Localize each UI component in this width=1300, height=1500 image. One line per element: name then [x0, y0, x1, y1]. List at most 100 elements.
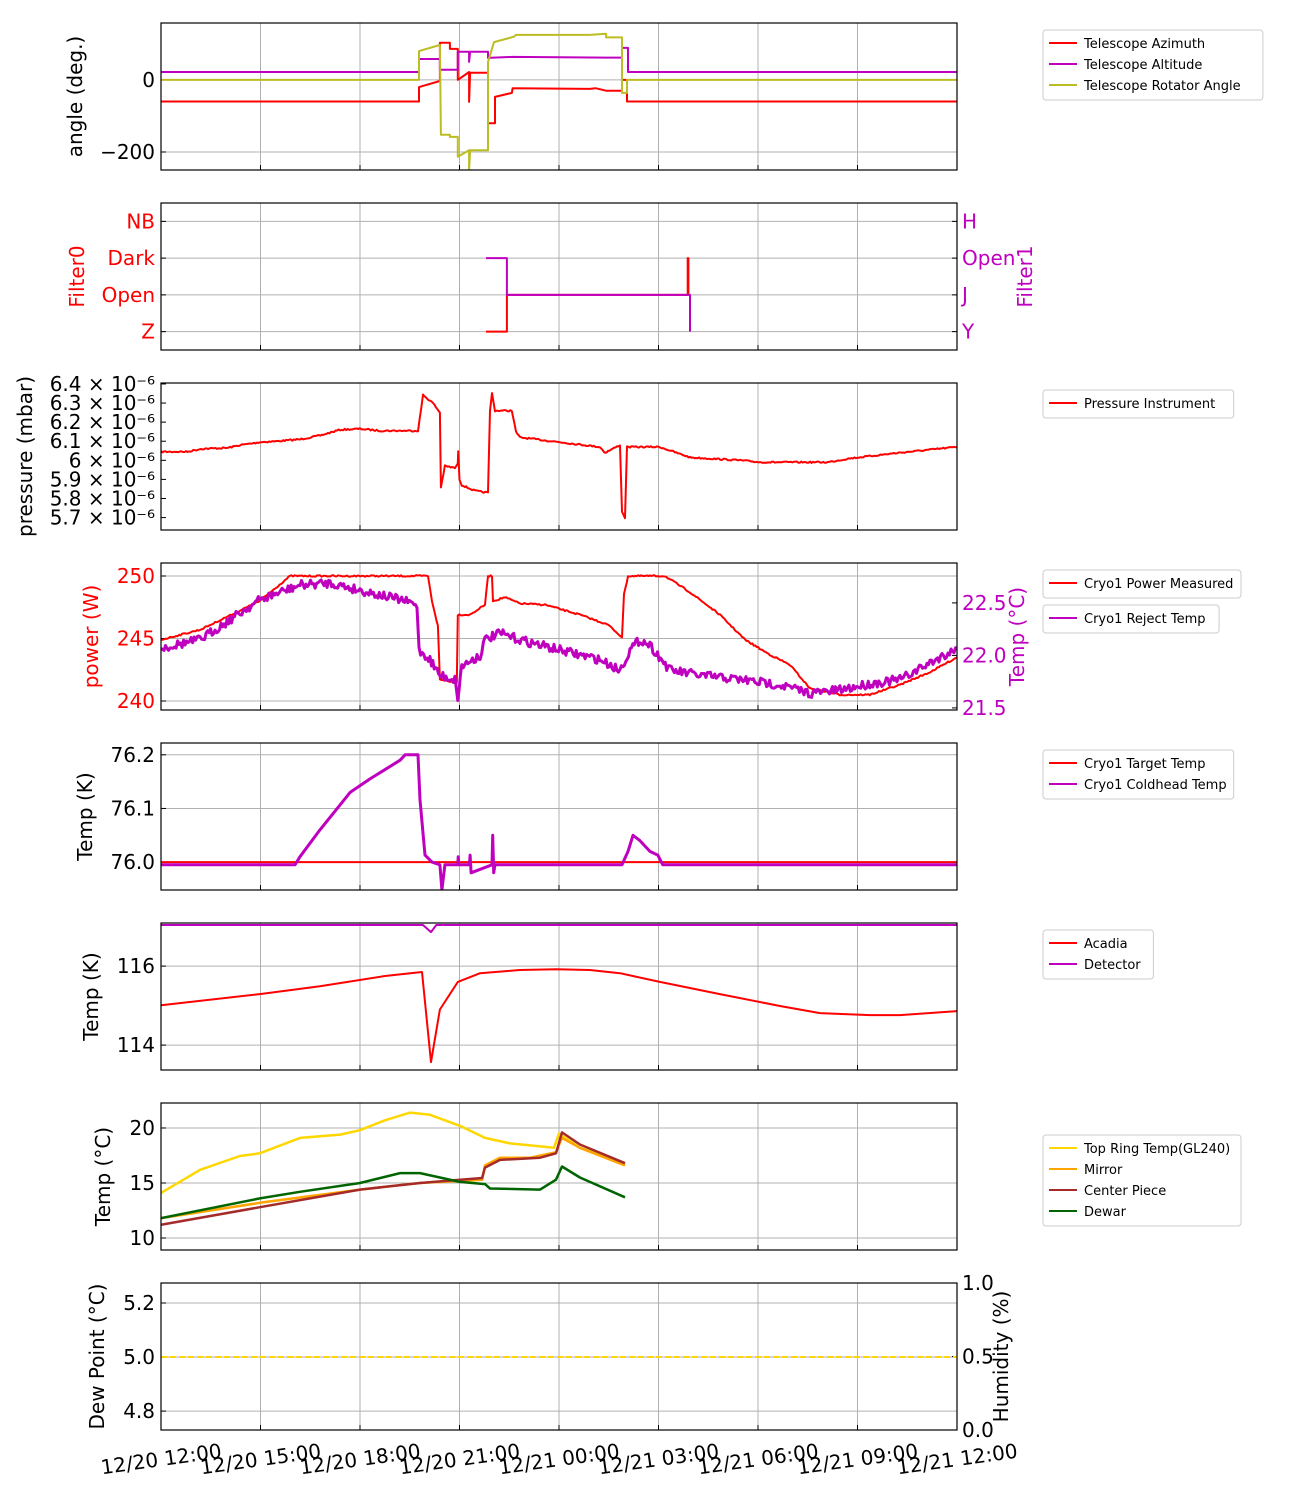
plot-frame	[160, 1282, 958, 1431]
y-tick-label: 6.4 × 10⁻⁶	[50, 372, 155, 396]
legend-box	[1042, 389, 1235, 419]
legend: Pressure Instrument	[1042, 389, 1235, 419]
series-line-pressure-instrument	[161, 392, 957, 520]
y-tick-label: 6.2 × 10⁻⁶	[50, 410, 155, 434]
y-tick-label: 4.8	[123, 1399, 155, 1423]
right-y-tick-label: Y	[961, 320, 975, 344]
y-tick-label: 6.1 × 10⁻⁶	[50, 429, 155, 453]
right-y-tick-label: 22.5	[962, 591, 1007, 615]
legend-box	[1042, 604, 1220, 634]
y-tick-label: 5.0	[123, 1345, 155, 1369]
y-tick-label: Open	[102, 283, 155, 307]
legend-box	[1042, 569, 1242, 599]
legend-label: Cryo1 Power Measured	[1084, 577, 1233, 592]
right-y-tick-label: 0.5	[962, 1345, 994, 1369]
series-line-telescope-rotator-angle	[161, 32, 957, 170]
right-y-axis-label: Temp (°C)	[1005, 587, 1029, 687]
right-y-tick-label: H	[962, 209, 977, 233]
legend: Top Ring Temp(GL240) Mirror Center Piece De…	[1042, 1134, 1242, 1227]
right-y-tick-label: 22.0	[962, 643, 1007, 667]
y-tick-label: Dark	[108, 246, 156, 270]
y-tick-label: 20	[130, 1116, 155, 1140]
legend: Cryo1 Reject Temp	[1042, 604, 1220, 634]
panel-filter: Z Open Dark NB YJ Open H Filter0 Filter1	[65, 202, 1037, 351]
legend-label: Top Ring Temp(GL240)	[1083, 1142, 1230, 1157]
legend-box	[1042, 1134, 1242, 1227]
series-line-dewar	[161, 1165, 626, 1220]
legend-box	[1042, 29, 1264, 101]
y-axis-label: Temp (K)	[79, 952, 103, 1041]
legend-box	[1042, 749, 1235, 800]
y-tick-label: 6 × 10⁻⁶	[69, 448, 155, 472]
plot-frame	[160, 922, 958, 1071]
y-tick-label: 76.1	[110, 796, 155, 820]
legend-label: Telescope Altitude	[1083, 58, 1202, 73]
series-line-center-piece	[161, 1131, 626, 1227]
y-tick-label: −200	[100, 140, 155, 164]
y-tick-label: 76.2	[110, 743, 155, 767]
y-tick-label: 114	[117, 1033, 155, 1057]
right-y-tick-label: 21.5	[962, 696, 1007, 720]
legend: Acadia Detector	[1042, 929, 1154, 980]
y-tick-label: 0	[142, 68, 155, 92]
y-tick-label: 5.9 × 10⁻⁶	[50, 467, 155, 491]
right-y-tick-label: 0.0	[962, 1418, 994, 1442]
series-line-cryo1-power-measured	[161, 574, 957, 697]
legend-label: Cryo1 Coldhead Temp	[1084, 778, 1227, 793]
y-tick-label: 240	[117, 689, 155, 713]
y-tick-label: 250	[117, 564, 155, 588]
y-axis-label: pressure (mbar)	[13, 376, 37, 537]
series-line-filter1	[486, 257, 691, 332]
legend-label: Cryo1 Reject Temp	[1084, 612, 1206, 627]
y-axis-label: Dew Point (°C)	[85, 1283, 109, 1429]
y-tick-label: 15	[130, 1171, 155, 1195]
series-line-cryo1-reject-temp	[161, 578, 957, 703]
y-axis-label: Temp (K)	[73, 772, 97, 861]
right-y-tick-label: J	[960, 283, 968, 307]
y-tick-label: 10	[130, 1226, 155, 1250]
legend: Cryo1 Power Measured	[1042, 569, 1242, 599]
y-tick-label: 5.8 × 10⁻⁶	[50, 487, 155, 511]
legend-label: Pressure Instrument	[1084, 397, 1215, 412]
legend-label: Cryo1 Target Temp	[1084, 757, 1205, 772]
y-tick-label: 5.2	[123, 1291, 155, 1315]
legend-label: Telescope Azimuth	[1083, 37, 1205, 52]
right-y-axis-label: Humidity (%)	[989, 1291, 1013, 1423]
panel-dewpoint: 4.8 5.0 5.2 0.0 0.5 1.0 Dew Point (°C) Humidity…	[85, 1271, 1013, 1442]
y-axis-label: power (W)	[79, 585, 103, 689]
legend-label: Dewar	[1084, 1205, 1127, 1220]
y-tick-label: 5.7 × 10⁻⁶	[50, 506, 155, 530]
plot-frame	[160, 1102, 958, 1251]
y-axis-label: Temp (°C)	[91, 1127, 115, 1227]
plot-frame	[160, 562, 958, 711]
legend: Telescope Azimuth Telescope Altitude Teles…	[1042, 29, 1264, 101]
y-tick-label: 245	[117, 627, 155, 651]
series-line-detector	[161, 924, 957, 934]
y-tick-label: Z	[141, 320, 155, 344]
legend-label: Acadia	[1084, 937, 1128, 952]
legend-label: Center Piece	[1084, 1184, 1166, 1199]
plot-frame	[160, 202, 958, 351]
legend: Cryo1 Target Temp Cryo1 Coldhead Temp	[1042, 749, 1235, 800]
plot-frame	[160, 22, 958, 171]
right-y-axis-label: Filter1	[1013, 245, 1037, 307]
y-axis-label: angle (deg.)	[63, 36, 87, 158]
y-tick-label: NB	[126, 209, 155, 233]
plot-frame	[160, 742, 958, 891]
series-line-top-ring-temp-gl240-	[161, 1111, 626, 1194]
panel-ambient: 10 15 20 Temp (°C) Top Ring Temp(GL240) Mirro…	[91, 1102, 1242, 1251]
y-axis-label: Filter0	[65, 245, 89, 307]
y-tick-label: 116	[117, 954, 155, 978]
legend-label: Telescope Rotator Angle	[1083, 79, 1241, 94]
plot-frame	[160, 382, 958, 531]
legend-label: Detector	[1084, 958, 1141, 973]
right-y-tick-label: Open	[962, 246, 1015, 270]
y-tick-label: 76.0	[110, 850, 155, 874]
series-line-acadia	[161, 968, 957, 1064]
series-line-cryo1-coldhead-temp	[161, 753, 957, 890]
right-y-tick-label: 1.0	[962, 1271, 994, 1295]
panel-power: 240 245 250 21.5 22.0 22.5 power (W) Temp (°C) C…	[79, 562, 1242, 720]
